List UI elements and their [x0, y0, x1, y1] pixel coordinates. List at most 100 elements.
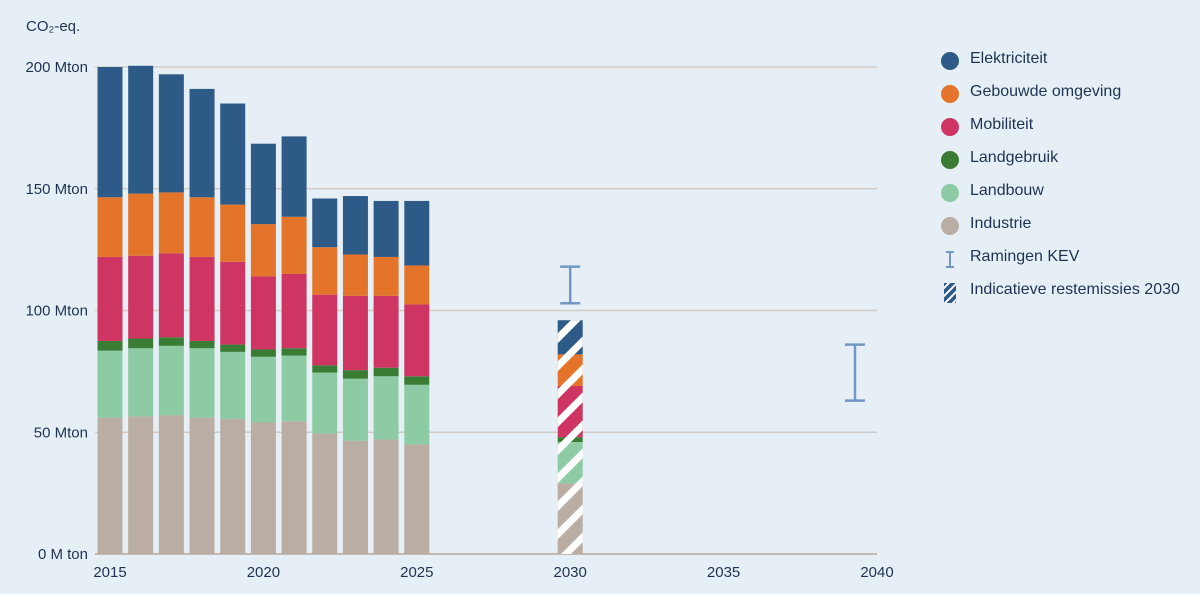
- legend-swatch-mobiliteit: [941, 118, 959, 136]
- bar-segment-gebouwde-omgeving: [404, 265, 430, 305]
- bar-segment-landgebruik: [404, 376, 430, 385]
- bar-segment-gebouwde-omgeving: [189, 197, 215, 257]
- y-tick-labels: 0 M ton 50 Mton 100 Mton 150 Mton 200 Mton: [25, 59, 88, 563]
- bar-segment-landbouw: [312, 372, 338, 434]
- bar-segment-elektriciteit: [373, 200, 399, 257]
- bar-segment-gebouwde-omgeving: [220, 204, 246, 262]
- bar-segment-landgebruik: [281, 348, 307, 356]
- bar-segment-landbouw: [250, 356, 276, 423]
- bar-segment-mobiliteit: [128, 255, 154, 339]
- y-tick-label: 200 Mton: [25, 59, 88, 76]
- bar-segment-landbouw: [220, 351, 246, 419]
- stacked-bars: [97, 65, 430, 554]
- bar-segment-landbouw: [128, 348, 154, 417]
- bar-segment-elektriciteit: [342, 196, 368, 255]
- bar-segment-mobiliteit: [373, 295, 399, 368]
- ramingen-kev-ranges: [560, 265, 865, 402]
- bar-segment-gebouwde-omgeving: [158, 192, 184, 254]
- bar-segment-landgebruik: [97, 340, 123, 351]
- bar-segment-industrie: [97, 417, 123, 554]
- bar-segment-landbouw: [189, 348, 215, 418]
- bar-segment-mobiliteit: [97, 256, 123, 341]
- legend-label: Gebouwde omgeving: [970, 83, 1122, 100]
- bar-segment-landgebruik: [128, 338, 154, 349]
- bar-2021: [281, 136, 307, 554]
- legend-item-landgebruik: Landgebruik: [938, 147, 1198, 180]
- restemissies-2030-bar: [557, 320, 583, 554]
- bar-segment-elektriciteit: [404, 200, 430, 266]
- hatch-icon: [941, 283, 959, 303]
- kev-range-2030: [560, 265, 581, 305]
- bar-2015: [97, 67, 123, 554]
- y-tick-label: 150 Mton: [25, 181, 88, 198]
- bar-segment-gebouwde-omgeving: [97, 197, 123, 257]
- legend-label: Landbouw: [970, 182, 1044, 199]
- bar-segment-gebouwde-omgeving: [250, 224, 276, 277]
- bar-segment-landbouw: [404, 384, 430, 445]
- bar-segment-elektriciteit: [250, 143, 276, 225]
- range-icon: [941, 250, 959, 270]
- bar-segment-elektriciteit: [158, 74, 184, 193]
- kev-range-2040: [845, 343, 865, 402]
- y-tick-label: 50 Mton: [34, 424, 88, 441]
- x-tick-labels: 2015 2020 2025 2030 2035 2040: [93, 564, 893, 581]
- legend-label: Elektriciteit: [970, 50, 1048, 67]
- legend-item-restemissies: Indicatieve restemissies 2030: [938, 279, 1198, 312]
- bar-segment-landgebruik: [312, 365, 338, 373]
- legend-label: Landgebruik: [970, 149, 1059, 166]
- bar-2025: [404, 200, 430, 554]
- legend-label: Ramingen KEV: [970, 248, 1080, 265]
- bar-segment-landbouw: [342, 378, 368, 441]
- x-tick-label: 2020: [247, 564, 280, 581]
- legend: Elektriciteit Gebouwde omgeving Mobilite…: [938, 48, 1198, 312]
- bar-segment-gebouwde-omgeving: [373, 256, 399, 296]
- bar-2016: [128, 65, 154, 554]
- x-tick-label: 2030: [554, 564, 587, 581]
- bar-segment-landbouw: [158, 345, 184, 416]
- bar-2023: [342, 196, 368, 554]
- bar-segment-elektriciteit: [220, 103, 246, 205]
- bar-segment-industrie: [250, 422, 276, 554]
- x-tick-label: 2025: [400, 564, 433, 581]
- rest-hatch-overlay: [557, 320, 583, 554]
- bar-segment-landbouw: [97, 350, 123, 418]
- y-axis-label: CO₂-eq.: [26, 18, 80, 35]
- bar-segment-gebouwde-omgeving: [312, 247, 338, 295]
- x-tick-label: 2035: [707, 564, 740, 581]
- legend-swatch-landgebruik: [941, 151, 959, 169]
- x-tick-label: 2015: [93, 564, 126, 581]
- bar-segment-elektriciteit: [97, 67, 123, 198]
- bar-segment-industrie: [158, 415, 184, 554]
- legend-item-landbouw: Landbouw: [938, 180, 1198, 213]
- legend-label: Industrie: [970, 215, 1032, 232]
- bar-segment-landbouw: [373, 376, 399, 440]
- bar-segment-mobiliteit: [250, 276, 276, 350]
- bar-segment-landgebruik: [373, 367, 399, 377]
- bar-segment-mobiliteit: [281, 273, 307, 349]
- gridlines: [95, 66, 877, 555]
- bar-2022: [312, 198, 338, 554]
- bar-segment-mobiliteit: [189, 256, 215, 341]
- legend-label: Mobiliteit: [970, 116, 1034, 133]
- bar-segment-gebouwde-omgeving: [128, 193, 154, 256]
- y-tick-label: 0 M ton: [38, 546, 88, 563]
- legend-item-gebouwde-omgeving: Gebouwde omgeving: [938, 81, 1198, 114]
- bar-2017: [158, 74, 184, 554]
- bar-segment-industrie: [189, 417, 215, 554]
- bar-2020: [250, 143, 276, 554]
- bar-segment-gebouwde-omgeving: [281, 216, 307, 274]
- legend-item-elektriciteit: Elektriciteit: [938, 48, 1198, 81]
- bar-segment-landgebruik: [250, 349, 276, 357]
- legend-swatch-gebouwde-omgeving: [941, 85, 959, 103]
- bar-segment-industrie: [404, 444, 430, 554]
- bar-segment-elektriciteit: [189, 88, 215, 198]
- bar-segment-landgebruik: [189, 340, 215, 349]
- legend-item-ramingen-kev: Ramingen KEV: [938, 246, 1198, 279]
- bar-segment-industrie: [342, 440, 368, 554]
- bar-segment-mobiliteit: [342, 295, 368, 371]
- bar-segment-industrie: [312, 433, 338, 554]
- bar-segment-mobiliteit: [158, 253, 184, 338]
- legend-item-industrie: Industrie: [938, 213, 1198, 246]
- x-tick-label: 2040: [860, 564, 893, 581]
